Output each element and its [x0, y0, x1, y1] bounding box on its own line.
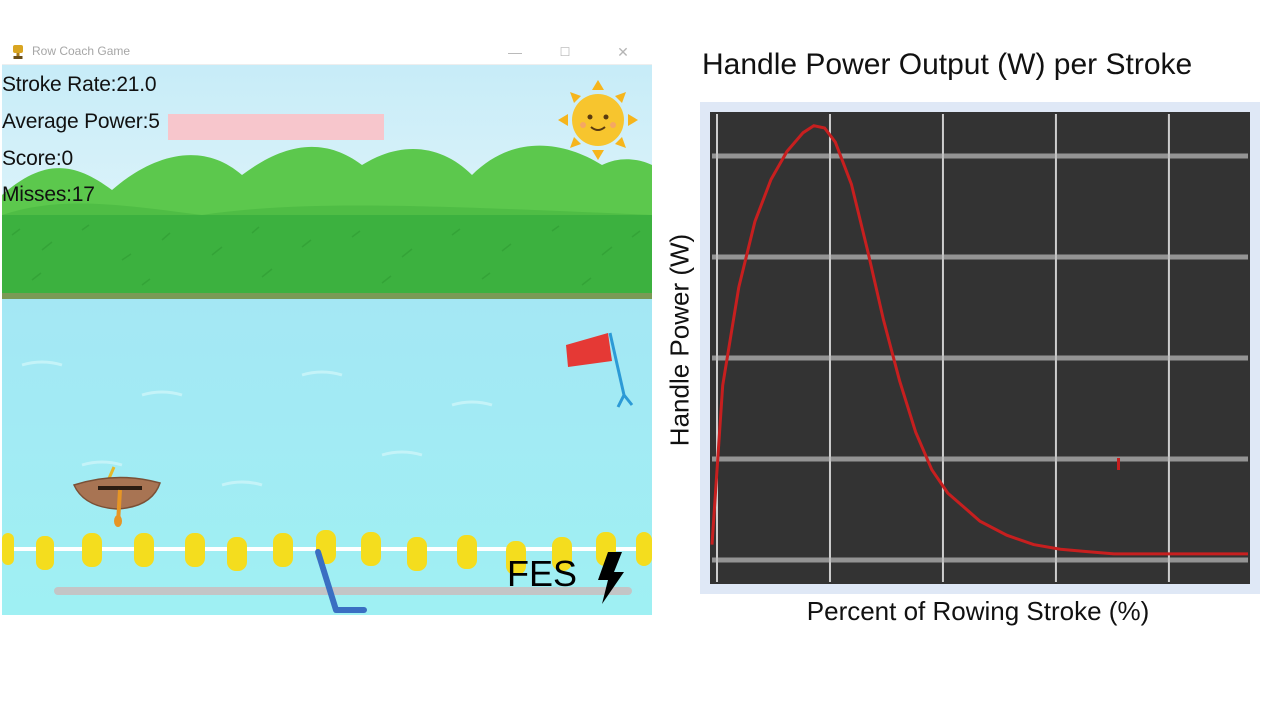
game-window: Row Coach Game — ☐ ✕: [2, 40, 652, 615]
scene-background: [2, 65, 652, 615]
chart-svg: [710, 112, 1250, 584]
x-axis-label: Percent of Rowing Stroke (%): [806, 596, 1150, 626]
maximize-button[interactable]: ☐: [559, 45, 571, 59]
score-label: Score:0: [2, 147, 73, 170]
lightning-bolt-icon: [598, 552, 624, 604]
y-axis-label: Handle Power (W): [664, 233, 695, 447]
fes-label: FES: [507, 553, 578, 594]
lane-buoys: [2, 530, 652, 575]
average-power-bar: [168, 114, 384, 140]
average-power-label: Average Power:5: [2, 110, 160, 133]
rowboat-icon: [72, 466, 161, 527]
minimize-button[interactable]: —: [508, 44, 522, 60]
close-button[interactable]: ✕: [617, 44, 629, 60]
stroke-track: [54, 587, 632, 595]
grid: [712, 114, 1248, 582]
plot-area: [710, 112, 1250, 584]
chart-title: Handle Power Output (W) per Stroke: [702, 48, 1193, 81]
stroke-rate-label: Stroke Rate:21.0: [2, 73, 157, 96]
power-curve-line: [710, 124, 1248, 556]
trophy-icon: [13, 45, 23, 59]
chart-frame: [700, 102, 1260, 594]
grass-bank: [2, 215, 652, 297]
oar-handle-icon: [315, 549, 367, 613]
sun-icon: [558, 80, 638, 160]
game-scene[interactable]: Stroke Rate:21.0 Average Power:5 Score:0…: [2, 65, 652, 615]
window-title: Row Coach Game: [32, 44, 131, 58]
stray-mark: [1117, 458, 1120, 470]
misses-label: Misses:17: [2, 183, 95, 206]
flag-icon: [566, 332, 634, 408]
window-titlebar[interactable]: Row Coach Game — ☐ ✕: [2, 40, 652, 65]
